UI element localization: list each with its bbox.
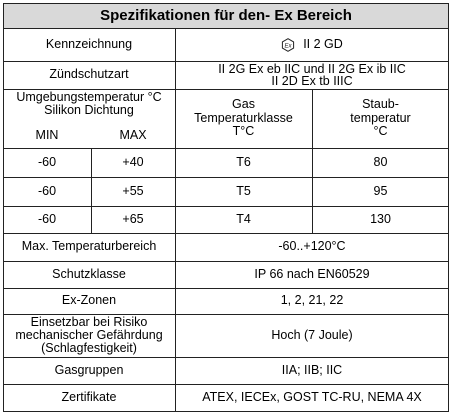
temp-row-3-min: -60 xyxy=(37,211,57,226)
zuendschutzart-line1: II 2G Ex eb IIC und II 2G Ex ib IIC xyxy=(218,61,406,76)
einsetzbar-label-line2: mechanischer Gefährdung xyxy=(15,328,163,342)
grid-line xyxy=(3,411,449,412)
staub-header-line2: temperatur xyxy=(350,110,411,125)
grid-line xyxy=(3,233,449,234)
gas-header-line2: Temperaturklasse xyxy=(194,110,293,125)
umgebung-label-line2: Silikon Dichtung xyxy=(44,103,134,117)
kennzeichnung-label: Kennzeichnung xyxy=(45,36,133,51)
grid-line xyxy=(3,89,449,90)
temp-row-3-staub: 130 xyxy=(370,211,391,226)
zuendschutzart-value: II 2G Ex eb IIC und II 2G Ex ib IIC II 2… xyxy=(175,61,449,89)
staub-header: Staub- temperatur °C xyxy=(312,89,449,148)
einsetzbar-label: Einsetzbar bei Risiko mechanischer Gefäh… xyxy=(3,314,175,357)
einsetzbar-label-line1: Einsetzbar bei Risiko xyxy=(30,315,148,329)
ex-zonen-label: Ex-Zonen xyxy=(61,293,117,308)
gas-header-line3: T°C xyxy=(232,124,255,139)
schutzklasse-label: Schutzklasse xyxy=(52,266,126,281)
grid-line xyxy=(448,3,449,412)
zertifikate-label: Zertifikate xyxy=(61,390,117,405)
temp-row-2-gas: T5 xyxy=(236,183,251,198)
svg-text:Ex: Ex xyxy=(285,43,293,49)
ex-zonen-value: 1, 2, 21, 22 xyxy=(280,293,344,308)
gas-header-line1: Gas xyxy=(232,97,255,112)
staub-header-line3: °C xyxy=(373,124,388,139)
temp-row-3-gas: T4 xyxy=(236,211,251,226)
schutzklasse-value: IP 66 nach EN60529 xyxy=(254,266,370,281)
grid-line xyxy=(175,28,176,412)
temp-row-1-max: +40 xyxy=(122,154,144,169)
grid-line xyxy=(3,384,449,385)
grid-line xyxy=(91,148,92,233)
temp-row-2-max: +55 xyxy=(122,183,144,198)
grid-line xyxy=(3,148,449,149)
grid-line xyxy=(3,261,449,262)
temp-row-2-min: -60 xyxy=(37,183,57,198)
min-header: MIN xyxy=(35,128,59,143)
grid-line xyxy=(3,61,449,62)
temp-row-1-gas: T6 xyxy=(236,154,251,169)
table-title: Spezifikationen für den- Ex Bereich xyxy=(3,3,449,28)
gasgruppen-label: Gasgruppen xyxy=(54,362,124,377)
umgebung-label-line1: Umgebungstemperatur °C xyxy=(16,90,162,104)
zertifikate-value: ATEX, IECEx, GOST TC-RU, NEMA 4X xyxy=(202,390,422,405)
zuendschutzart-label: Zündschutzart xyxy=(49,67,129,82)
grid-line xyxy=(312,89,313,233)
grid-line xyxy=(3,314,449,315)
staub-header-line1: Staub- xyxy=(362,97,399,112)
gas-header: Gas Temperaturklasse T°C xyxy=(175,89,312,148)
einsetzbar-value: Hoch (7 Joule) xyxy=(271,327,353,342)
grid-line xyxy=(3,357,449,358)
max-temp-label: Max. Temperaturbereich xyxy=(21,239,157,254)
temp-row-3-max: +65 xyxy=(122,211,144,226)
kennzeichnung-text: II 2 GD xyxy=(303,36,343,51)
grid-line xyxy=(3,288,449,289)
temp-row-2-staub: 95 xyxy=(373,183,388,198)
kennzeichnung-value: Ex II 2 GD xyxy=(175,28,449,61)
grid-line xyxy=(3,206,449,207)
grid-line xyxy=(3,28,449,29)
temp-row-1-min: -60 xyxy=(37,154,57,169)
einsetzbar-label-line3: (Schlagfestigkeit) xyxy=(41,341,137,355)
zuendschutzart-line2: II 2D Ex tb IIIC xyxy=(271,74,353,88)
max-temp-value: -60..+120°C xyxy=(278,239,346,254)
spec-table: Spezifikationen für den- Ex Bereich Kenn… xyxy=(3,3,449,412)
grid-line xyxy=(3,3,4,412)
ex-hexagon-icon: Ex xyxy=(282,37,295,52)
umgebung-label: Umgebungstemperatur °C Silikon Dichtung xyxy=(3,89,175,124)
grid-line xyxy=(3,3,449,4)
grid-line xyxy=(3,177,449,178)
max-header: MAX xyxy=(119,128,147,143)
gasgruppen-value: IIA; IIB; IIC xyxy=(281,362,343,377)
temp-row-1-staub: 80 xyxy=(373,154,388,169)
